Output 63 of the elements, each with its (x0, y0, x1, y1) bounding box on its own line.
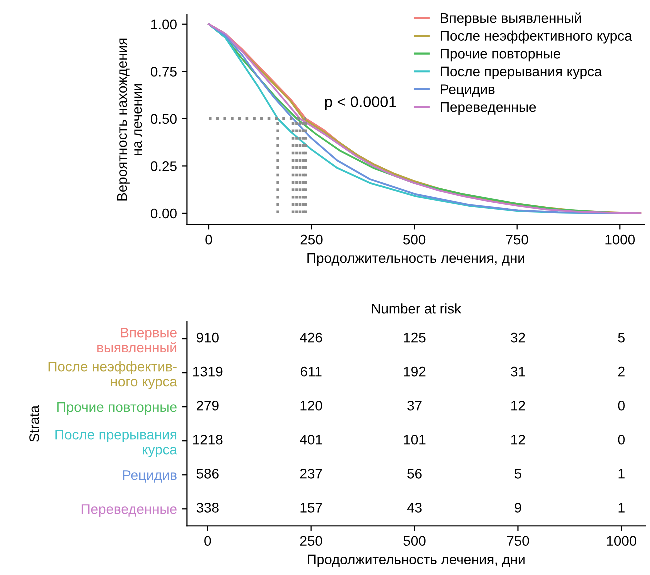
data-label: 2 (618, 366, 625, 377)
data-label: 9 (515, 503, 522, 513)
chart-title: Number at risk (372, 304, 462, 314)
x-tick-label: 500 (404, 536, 426, 546)
data-label: 157 (300, 503, 322, 513)
data-label: 586 (196, 468, 219, 479)
x-tick-label: 250 (300, 234, 323, 245)
y-axis-title: Вероятность нахождения на лечении (117, 38, 142, 201)
data-label: 56 (408, 468, 422, 479)
legend-label: Впервые выявленный (441, 12, 582, 26)
legend-label: После неэффективного курса (441, 30, 632, 44)
data-label: 31 (511, 366, 526, 377)
data-label: 12 (512, 400, 526, 411)
annotation: p < 0.0001 (325, 96, 396, 110)
x-axis-title: Продолжительность лечения, дни (308, 554, 525, 568)
data-label: 43 (407, 503, 422, 513)
data-label: 125 (404, 332, 426, 343)
y-tick-label: Впервые выявленный (98, 328, 177, 353)
x-axis-title: Продолжительность лечения, дни (308, 254, 524, 266)
y-tick-label: Переведенные (82, 504, 177, 518)
data-label: 12 (512, 434, 526, 445)
x-tick-label: 250 (300, 536, 322, 546)
y-tick-label: 0.25 (150, 162, 177, 172)
y-tick-label: 0.50 (150, 114, 177, 124)
x-tick-label: 750 (506, 234, 528, 245)
legend-label: После прерывания курса (441, 66, 602, 80)
data-label: 0 (618, 434, 625, 445)
data-label: 1218 (194, 434, 223, 445)
data-label: 338 (196, 503, 219, 513)
x-tick-label: 1000 (606, 234, 636, 245)
data-label: 37 (408, 400, 422, 411)
y-tick-label: После неэффектив- ного курса (48, 362, 178, 390)
data-label: 32 (511, 332, 526, 343)
x-tick-label: 0 (206, 234, 212, 245)
data-label: 120 (300, 400, 322, 411)
data-label: 910 (196, 332, 219, 343)
legend-label: Переведенные (441, 102, 536, 115)
y-tick-label: 0.75 (150, 67, 177, 77)
data-label: 5 (618, 333, 625, 343)
data-label: 1 (618, 469, 625, 479)
y-tick-label: 1.00 (152, 20, 177, 30)
y-tick-label: Рецидив (123, 470, 177, 483)
data-label: 279 (197, 400, 219, 411)
x-tick-label: 0 (204, 536, 212, 546)
data-label: 192 (404, 366, 426, 377)
x-tick-label: 750 (507, 536, 530, 546)
data-label: 1319 (194, 366, 223, 377)
data-label: 0 (618, 400, 625, 411)
data-label: 1 (618, 503, 625, 513)
x-tick-label: 1000 (607, 536, 637, 546)
data-label: 101 (404, 434, 426, 445)
data-label: 237 (300, 468, 322, 479)
legend-label: Рецидив (441, 84, 495, 98)
y-tick-label: Прочие повторные (58, 402, 177, 415)
y-axis-title: Strata (30, 406, 40, 442)
data-label: 426 (300, 332, 322, 343)
x-tick-label: 500 (404, 234, 426, 245)
y-tick-label: После прерывания курса (56, 430, 178, 458)
legend-label: Прочие повторные (441, 49, 560, 62)
data-label: 401 (300, 434, 322, 445)
data-label: 611 (300, 366, 322, 377)
y-tick-label: 0.00 (150, 208, 177, 219)
data-label: 5 (514, 469, 522, 479)
